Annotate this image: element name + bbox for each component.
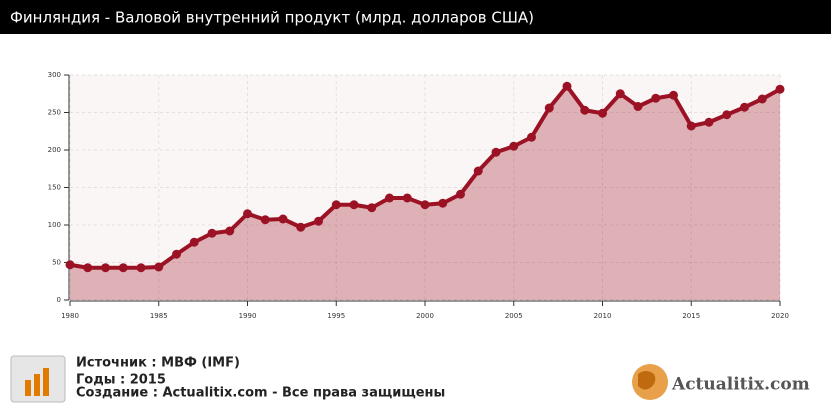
x-tick-label: 1985: [150, 312, 168, 320]
footer-source: Источник : МВФ (IMF): [76, 356, 240, 371]
point: [686, 121, 696, 131]
point: [527, 132, 536, 142]
y-tick-label: 150: [48, 184, 61, 192]
point: [172, 249, 181, 259]
x-tick-label: 2000: [416, 312, 434, 320]
footer-credit: Создание : Actualitix.com - Все права за…: [76, 386, 445, 401]
y-tick-label: 0: [57, 296, 61, 304]
x-tick-label: 2015: [682, 312, 700, 320]
area: [70, 86, 780, 300]
header-bar: [0, 0, 831, 34]
point: [367, 203, 377, 213]
point: [420, 200, 430, 210]
footer-icon: [10, 355, 66, 403]
point: [278, 214, 288, 224]
point: [722, 110, 732, 120]
y-tick-label: 200: [48, 146, 61, 154]
point: [562, 81, 572, 91]
point: [118, 263, 128, 273]
y-tick-label: 300: [48, 71, 61, 79]
x-tick-label: 1990: [239, 312, 257, 320]
point: [740, 102, 749, 112]
point: [651, 93, 661, 103]
footer: [0, 345, 831, 412]
point: [83, 263, 93, 273]
point: [189, 237, 199, 247]
point: [260, 215, 270, 225]
point: [101, 263, 110, 273]
point: [491, 147, 501, 157]
point: [136, 263, 146, 273]
point: [385, 193, 394, 203]
point: [402, 193, 412, 203]
point: [669, 90, 678, 100]
x-tick-label: 2020: [771, 312, 789, 320]
point: [296, 222, 306, 232]
x-tick-label: 1995: [327, 312, 345, 320]
logo-text: Actualitix.com: [671, 375, 810, 395]
point: [580, 105, 590, 115]
footer-years: Годы : 2015: [76, 373, 166, 388]
chart-title: Финляндия - Валовой внутренний продукт (…: [10, 9, 534, 27]
point: [704, 117, 714, 127]
x-tick-label: 2010: [594, 312, 612, 320]
point: [509, 141, 519, 151]
point: [473, 166, 483, 176]
y-tick-label: 50: [52, 259, 61, 267]
point: [225, 226, 235, 236]
point: [456, 189, 465, 199]
point: [314, 216, 323, 226]
point: [598, 108, 607, 118]
point: [331, 200, 341, 210]
point: [349, 200, 359, 210]
point: [154, 262, 164, 272]
logo-globe: [632, 364, 668, 400]
point: [207, 228, 217, 238]
point: [243, 209, 252, 219]
y-tick-label: 250: [48, 109, 61, 117]
point: [615, 89, 625, 99]
point: [775, 84, 785, 94]
plot: 0 50 100 150 200 250 300 1980 1985 1990 1995 2000 20…: [48, 71, 789, 320]
x-tick-label: 1980: [61, 312, 79, 320]
point: [544, 103, 554, 113]
point: [438, 198, 448, 208]
point: [65, 260, 75, 270]
y-tick-label: 100: [48, 221, 61, 229]
point: [633, 102, 643, 111]
x-tick-label: 2005: [505, 312, 523, 320]
point: [757, 94, 767, 104]
